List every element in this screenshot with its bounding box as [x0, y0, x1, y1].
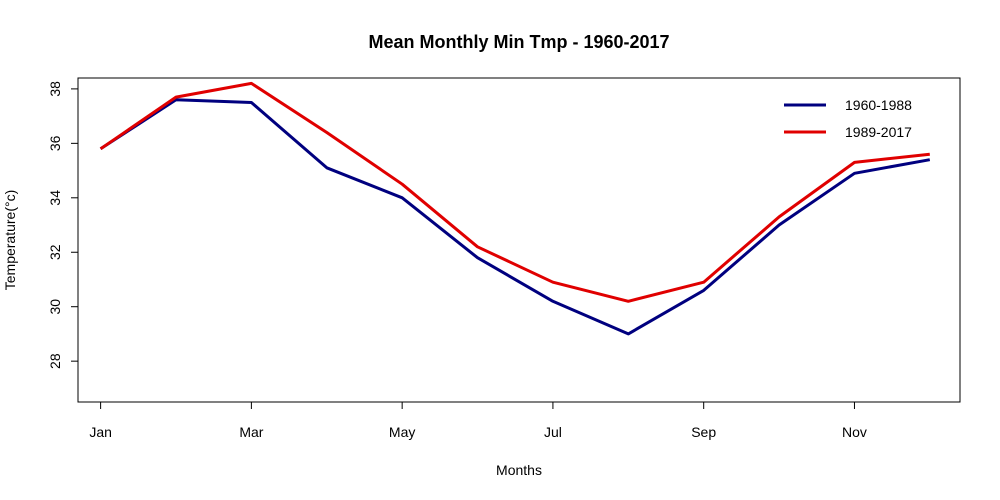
legend-label: 1960-1988 — [845, 97, 912, 113]
y-tick-label: 32 — [47, 244, 63, 260]
y-axis-label: Temperature(°c) — [2, 190, 18, 291]
series-layer — [99, 81, 931, 336]
y-tick-label: 28 — [47, 353, 63, 369]
y-axis: 28 30 32 34 36 38 — [47, 81, 79, 369]
x-axis-label: Months — [496, 462, 542, 478]
y-tick-label: 38 — [47, 81, 63, 97]
legend-label: 1989-2017 — [845, 124, 912, 140]
x-tick-label: Jul — [544, 424, 562, 440]
x-tick-label: May — [389, 424, 415, 440]
x-axis: Jan Mar May Jul Sep Nov — [89, 401, 867, 440]
y-tick-label: 34 — [47, 190, 63, 206]
x-tick-label: Jan — [89, 424, 112, 440]
series-line-1960-1988 — [99, 98, 931, 336]
y-tick-label: 36 — [47, 135, 63, 151]
x-tick-label: Mar — [239, 424, 263, 440]
plot-frame — [77, 77, 961, 403]
x-tick-label: Nov — [842, 424, 867, 440]
series-line-1989-2017 — [99, 81, 930, 303]
chart-title: Mean Monthly Min Tmp - 1960-2017 — [368, 32, 669, 52]
x-tick-label: Sep — [691, 424, 716, 440]
legend: 1960-1988 1989-2017 — [784, 97, 912, 140]
y-tick-label: 30 — [47, 299, 63, 315]
